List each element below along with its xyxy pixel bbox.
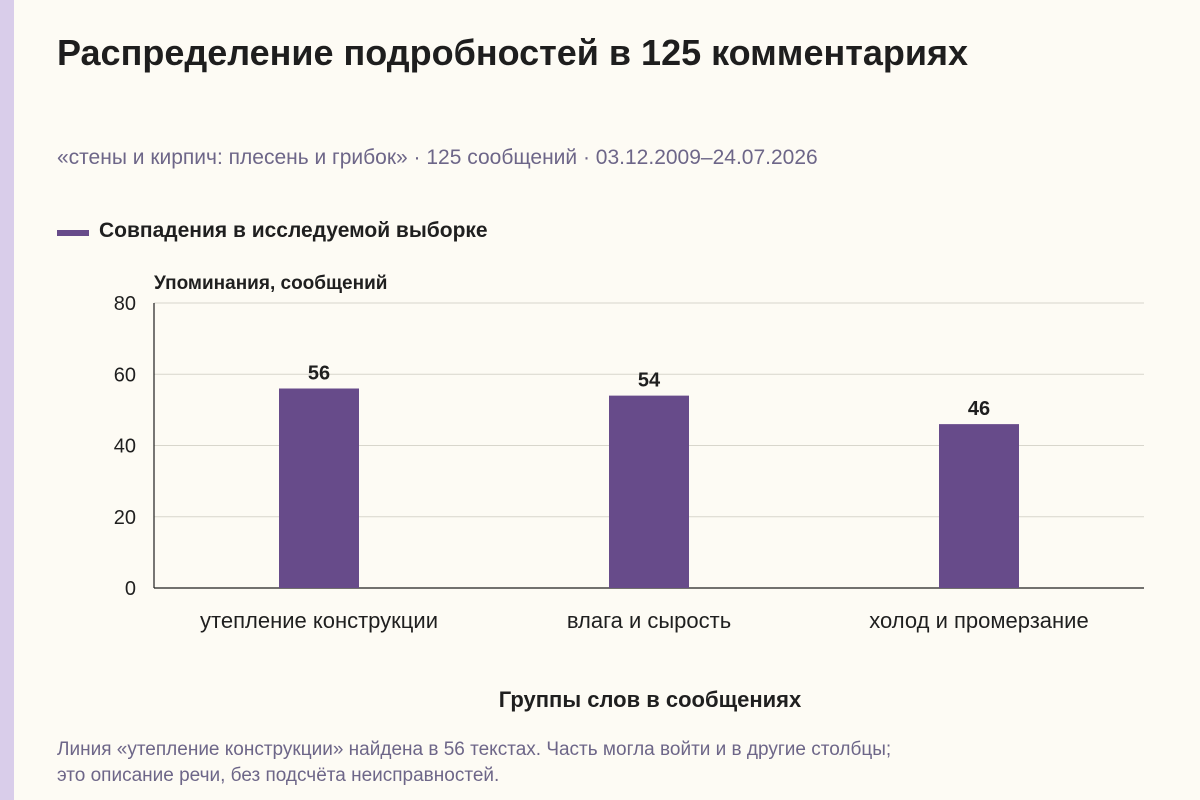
- chart-subtitle: «стены и кирпич: плесень и грибок» · 125…: [57, 146, 818, 169]
- bar: [609, 395, 689, 588]
- y-tick-label: 80: [114, 293, 136, 315]
- x-tick-label: утепление конструкции: [200, 608, 438, 633]
- footnote-line-1: Линия «утепление конструкции» найдена в …: [57, 739, 892, 760]
- footnote-line-2: это описание речи, без подсчёта неисправ…: [57, 765, 500, 786]
- y-tick-label: 40: [114, 436, 136, 458]
- y-tick-label: 20: [114, 507, 136, 529]
- bar: [279, 388, 359, 588]
- chart-title: Распределение подробностей в 125 коммент…: [57, 32, 969, 73]
- x-tick-label: влага и сырость: [567, 608, 731, 633]
- data-label: 56: [308, 363, 330, 385]
- label-layer: 0 20 40 60 80 56 утепление конструкции 54 влага …: [114, 293, 1089, 633]
- bar: [939, 424, 1019, 588]
- accent-strip: [0, 0, 14, 800]
- bar-layer: [279, 388, 1019, 588]
- data-label: 46: [968, 398, 990, 420]
- legend-swatch: [57, 230, 89, 236]
- legend-label: Совпадения в исследуемой выборке: [99, 219, 488, 242]
- footnote: Линия «утепление конструкции» найдена в …: [57, 737, 891, 789]
- x-tick-label: холод и промерзание: [869, 608, 1088, 633]
- x-axis-title: Группы слов в сообщениях: [498, 687, 802, 712]
- data-label: 54: [638, 370, 661, 392]
- legend: Совпадения в исследуемой выборке: [57, 219, 488, 243]
- y-tick-label: 0: [125, 578, 136, 600]
- y-axis-title: Упоминания, сообщений: [154, 273, 388, 294]
- y-tick-label: 60: [114, 364, 136, 386]
